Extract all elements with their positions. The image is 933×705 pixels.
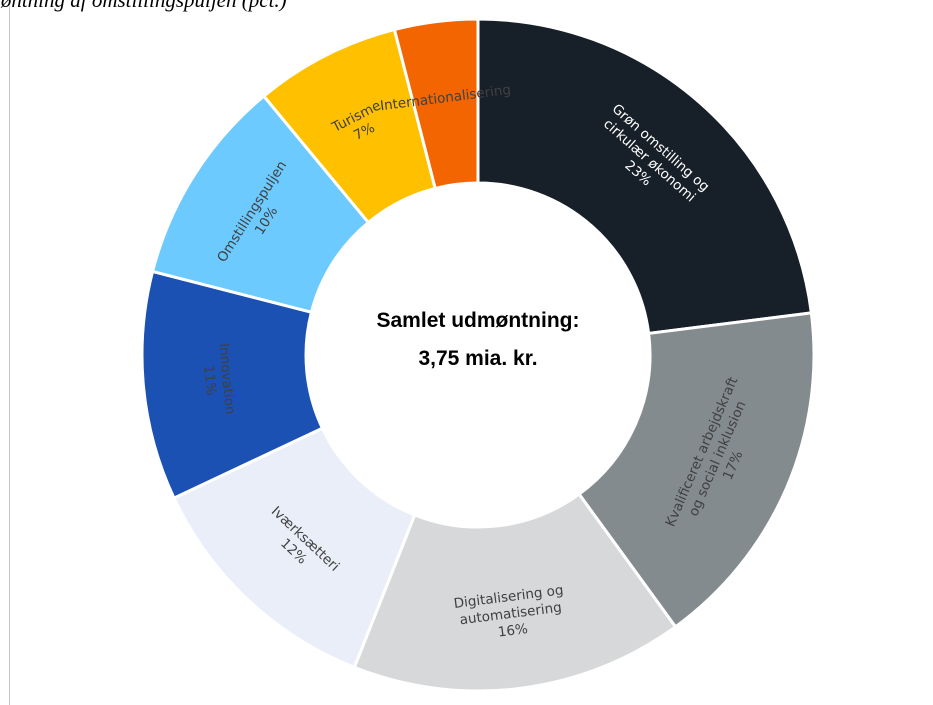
slice-2: [352, 492, 678, 693]
donut-slices: [140, 17, 816, 693]
slice-label-4: Innovation11%: [198, 342, 238, 416]
figure-title: Udmøntning af omstillingspuljen (pct.): [0, 0, 287, 12]
slice-7: [392, 17, 480, 191]
slice-label-text: Innovation: [215, 342, 238, 415]
center-label-line-2: 3,75 mia. kr.: [418, 347, 537, 370]
slice-pct-label: 16%: [497, 621, 529, 641]
slice-pct-label: 11%: [200, 365, 219, 397]
slice-3: [171, 426, 417, 670]
slice-4: [140, 269, 325, 501]
center-label-line-1: Samlet udmøntning:: [377, 309, 580, 332]
slice-1: [577, 311, 816, 629]
left-border: [9, 6, 10, 705]
slice-0: [476, 17, 814, 336]
